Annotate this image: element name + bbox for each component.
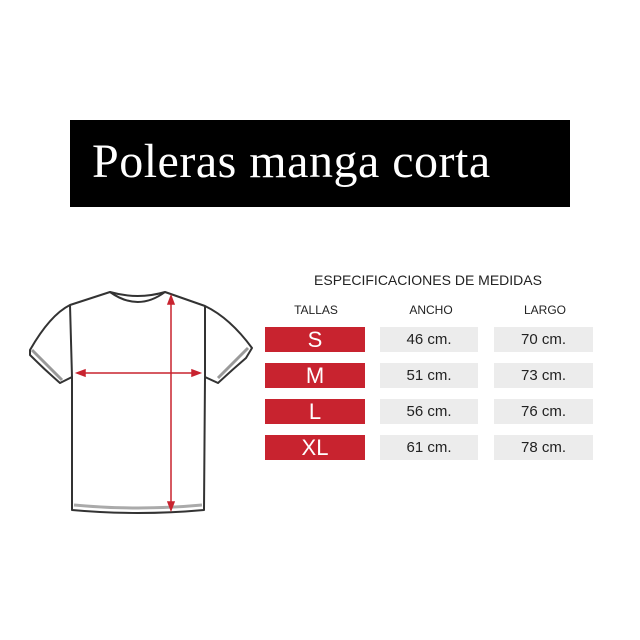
ancho-cell: 61 cm. [380,435,478,460]
largo-cell: 78 cm. [494,435,593,460]
spec-heading: ESPECIFICACIONES DE MEDIDAS [314,272,542,288]
largo-cell: 76 cm. [494,399,593,424]
size-cell: L [265,399,365,424]
header-largo: LARGO [523,303,566,317]
largo-cell: 73 cm. [494,363,593,388]
size-cell: XL [265,435,365,460]
header-tallas: TALLAS [294,303,338,317]
ancho-cell: 56 cm. [380,399,478,424]
page-title: Poleras manga corta [92,135,491,188]
header-ancho: ANCHO [409,303,453,317]
title-banner: Poleras manga corta [70,120,570,207]
size-cell: M [265,363,365,388]
largo-cell: 70 cm. [494,327,593,352]
size-cell: S [265,327,365,352]
ancho-cell: 46 cm. [380,327,478,352]
ancho-cell: 51 cm. [380,363,478,388]
tshirt-outline [29,291,253,514]
